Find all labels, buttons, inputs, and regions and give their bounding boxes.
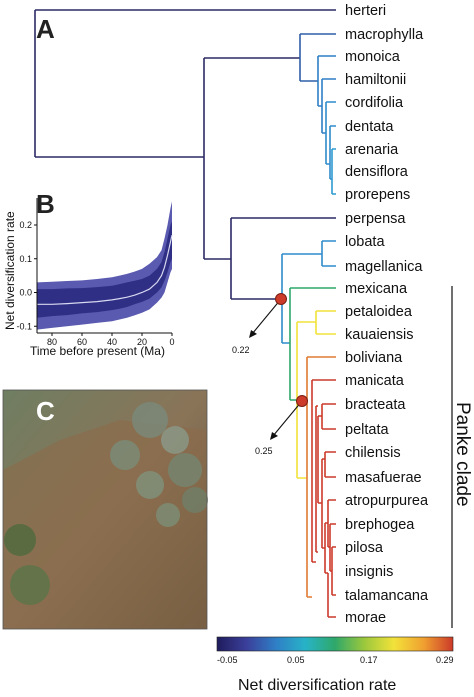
y-tick-label: 0.2	[19, 220, 32, 230]
branch-1	[203, 57, 300, 260]
panel-label-b: B	[36, 189, 55, 219]
shift-marker	[275, 293, 287, 305]
taxon-label: herteri	[345, 3, 386, 19]
taxon-label: macrophylla	[345, 27, 424, 43]
branch-8	[230, 217, 336, 300]
taxon-label: bracteata	[345, 397, 406, 413]
taxon-label: dentata	[345, 119, 394, 135]
branch-7	[331, 148, 336, 195]
taxon-label: talamancana	[345, 588, 429, 604]
taxon-label: masafuerae	[345, 470, 422, 486]
shift-value-label: 0.25	[255, 446, 273, 456]
shift-value-label: 0.22	[232, 345, 250, 355]
rate-shift-1: 0.22	[232, 293, 287, 355]
branch-6	[329, 125, 336, 180]
branch-24	[331, 546, 336, 596]
shift-marker	[296, 395, 308, 407]
x-tick-label: 80	[47, 337, 57, 347]
taxon-label: magellanica	[345, 259, 423, 275]
colorbar-swatch	[216, 636, 454, 652]
taxon-label: petaloidea	[345, 304, 413, 320]
y-tick-label: 0.0	[19, 288, 32, 298]
colorbar-tick: 0.17	[360, 655, 378, 665]
chart-ticks: 80 60 40 20 0 -0.1 0.0 0.1 0.2	[16, 220, 174, 347]
taxon-label: cordifolia	[345, 95, 404, 111]
taxon-label: kauaiensis	[345, 327, 414, 343]
branch-5	[325, 101, 336, 165]
taxon-label: peltata	[345, 422, 389, 438]
taxon-label: atropurpurea	[345, 493, 429, 509]
colorbar-tick: -0.05	[217, 655, 238, 665]
shift-arrowhead	[249, 330, 257, 338]
taxon-label: morae	[345, 610, 386, 626]
rate-shift-2: 0.25	[255, 395, 308, 456]
x-tick-label: 40	[107, 337, 117, 347]
chart-marks	[37, 201, 173, 330]
phylogenetic-tree	[34, 9, 336, 618]
taxon-label: insignis	[345, 564, 393, 580]
y-tick-label: -0.1	[16, 321, 32, 331]
clade-label: Panke clade	[452, 402, 473, 507]
branch-2	[299, 33, 336, 82]
branch-14	[306, 356, 336, 598]
shift-arrow-line	[251, 298, 282, 335]
branch-3	[317, 55, 336, 107]
branch-10	[321, 240, 336, 267]
mean-rate-line	[37, 234, 173, 305]
branch-11	[289, 287, 336, 401]
taxon-label: pilosa	[345, 540, 384, 556]
taxon-label: mexicana	[345, 281, 408, 297]
taxon-label: arenaria	[345, 142, 399, 158]
colorbar-title: Net diversification rate	[238, 677, 396, 694]
branch-18	[321, 403, 336, 430]
branch-root	[34, 9, 336, 158]
taxon-label: boliviana	[345, 350, 403, 366]
y-axis-label: Net diversification rate	[3, 211, 17, 330]
taxon-label: monoica	[345, 49, 401, 65]
y-tick-label: 0.1	[19, 254, 32, 264]
taxon-label: perpensa	[345, 211, 406, 227]
branch-25	[327, 573, 336, 618]
chart-panel-b: B Net diversification rate Time before p…	[3, 189, 175, 358]
taxon-label: brephogea	[345, 517, 415, 533]
photo-soil	[3, 420, 207, 629]
taxon-labels: herteri macrophylla monoica hamiltonii c…	[345, 3, 429, 626]
branch-15	[311, 379, 336, 563]
branch-20	[324, 451, 336, 478]
shift-arrow-line	[272, 400, 303, 437]
shift-arrowhead	[270, 432, 278, 440]
panel-label-a: A	[36, 14, 55, 44]
x-tick-label: 60	[77, 337, 87, 347]
colorbar-tick: 0.29	[436, 655, 454, 665]
taxon-label: hamiltonii	[345, 72, 406, 88]
x-tick-label: 20	[137, 337, 147, 347]
taxon-label: prorepens	[345, 187, 410, 203]
taxon-label: manicata	[345, 373, 405, 389]
panel-label-c: C	[36, 396, 55, 426]
x-tick-label: 0	[169, 337, 174, 347]
branch-4	[321, 78, 336, 134]
branch-16	[315, 405, 318, 553]
photo-panel-c: C	[2, 389, 208, 630]
branch-13	[315, 310, 336, 335]
colorbar: -0.05 0.05 0.17 0.29 Net diversification…	[216, 636, 454, 694]
taxon-label: densiflora	[345, 164, 409, 180]
x-axis-label: Time before present (Ma)	[30, 344, 165, 358]
colorbar-tick: 0.05	[287, 655, 305, 665]
taxon-label: chilensis	[345, 445, 401, 461]
taxon-label: lobata	[345, 234, 385, 250]
